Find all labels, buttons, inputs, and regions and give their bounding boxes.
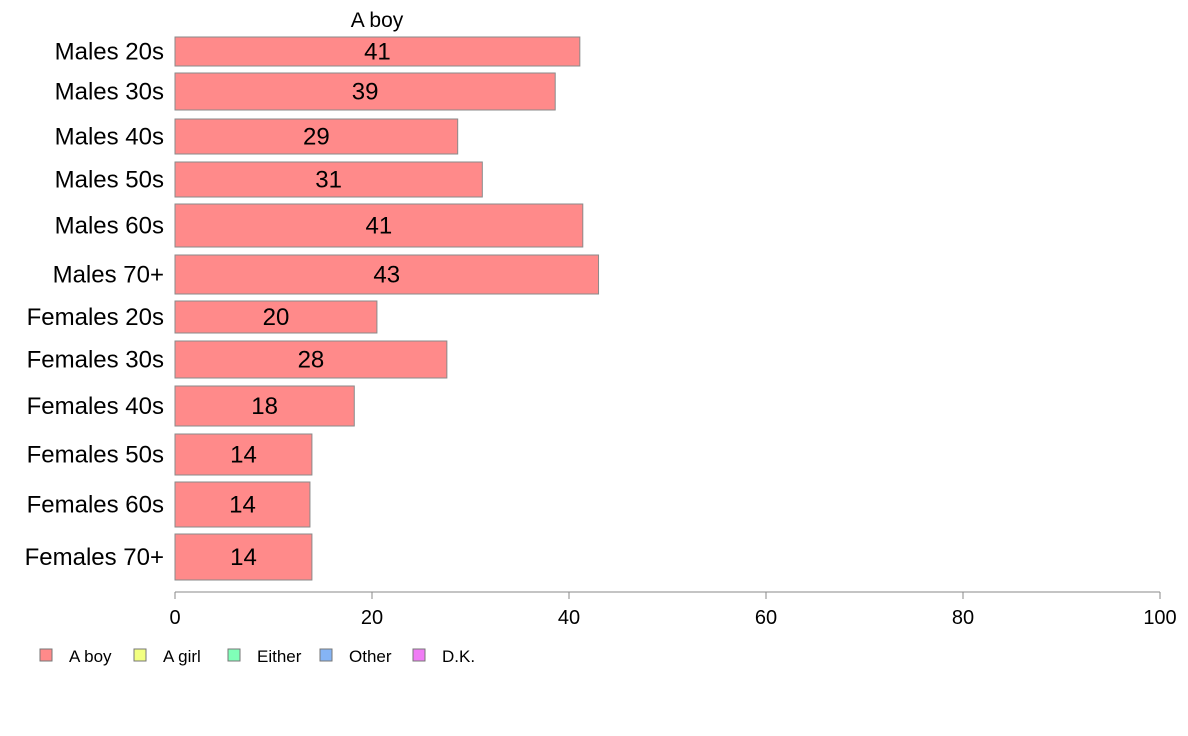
category-label: Males 30s: [55, 79, 164, 106]
chart-title: A boy: [351, 9, 404, 32]
bar: [174, 340, 448, 379]
legend-swatch: [39, 648, 53, 662]
bar-value-label: 14: [230, 544, 257, 571]
x-axis: 0 20 40 60 80 100: [169, 591, 1177, 629]
bar-value-label: 39: [352, 79, 379, 106]
legend: A boy A girl Either Other D.K.: [39, 647, 475, 666]
bar-value-label: 14: [230, 442, 257, 469]
category-label: Males 40s: [55, 124, 164, 151]
bar-value-label: 14: [229, 492, 256, 519]
category-label: Females 70+: [25, 544, 164, 571]
category-label: Males 50s: [55, 167, 164, 194]
x-tick-label: 0: [169, 607, 180, 629]
legend-swatch: [412, 648, 426, 662]
bar-value-label: 31: [315, 167, 342, 194]
category-label: Males 20s: [55, 39, 164, 66]
category-label: Males 60s: [55, 213, 164, 240]
category-label: Females 20s: [27, 304, 164, 331]
category-label: Females 40s: [27, 393, 164, 420]
bar: [174, 300, 378, 334]
legend-swatch: [319, 648, 333, 662]
bar: [174, 533, 313, 581]
category-label: Males 70+: [53, 262, 164, 289]
bar: [174, 385, 355, 427]
bar-value-label: 18: [251, 393, 278, 420]
legend-swatch: [227, 648, 241, 662]
x-tick-label: 20: [361, 607, 383, 629]
bar: [174, 254, 600, 295]
bar: [174, 72, 556, 111]
x-tick-label: 40: [558, 607, 580, 629]
bar: [174, 433, 313, 476]
bar: [174, 161, 483, 198]
bar-value-label: 43: [373, 262, 400, 289]
legend-swatch: [133, 648, 147, 662]
category-labels: Males 20s Males 30s Males 40s Males 50s Male…: [25, 39, 164, 572]
legend-label: Either: [257, 647, 302, 666]
bar-value-label: 28: [298, 347, 325, 374]
x-tick-label: 100: [1143, 607, 1176, 629]
legend-label: A girl: [163, 647, 201, 666]
legend-label: Other: [349, 647, 392, 666]
bar: [174, 36, 581, 67]
x-tick-label: 60: [755, 607, 777, 629]
bar-value-label: 41: [364, 39, 391, 66]
category-label: Females 60s: [27, 492, 164, 519]
bar: [174, 481, 311, 528]
legend-label: A boy: [69, 647, 112, 666]
x-tick-label: 80: [952, 607, 974, 629]
category-label: Females 30s: [27, 347, 164, 374]
bar: [174, 118, 459, 155]
bars-group: 41 39 29 31 41 43 20 28 18 14 14 14: [174, 36, 600, 581]
bar-value-label: 41: [366, 213, 393, 240]
bar-value-label: 20: [263, 304, 290, 331]
legend-label: D.K.: [442, 647, 475, 666]
bar-value-label: 29: [303, 124, 330, 151]
category-label: Females 50s: [27, 442, 164, 469]
bar: [174, 203, 584, 248]
